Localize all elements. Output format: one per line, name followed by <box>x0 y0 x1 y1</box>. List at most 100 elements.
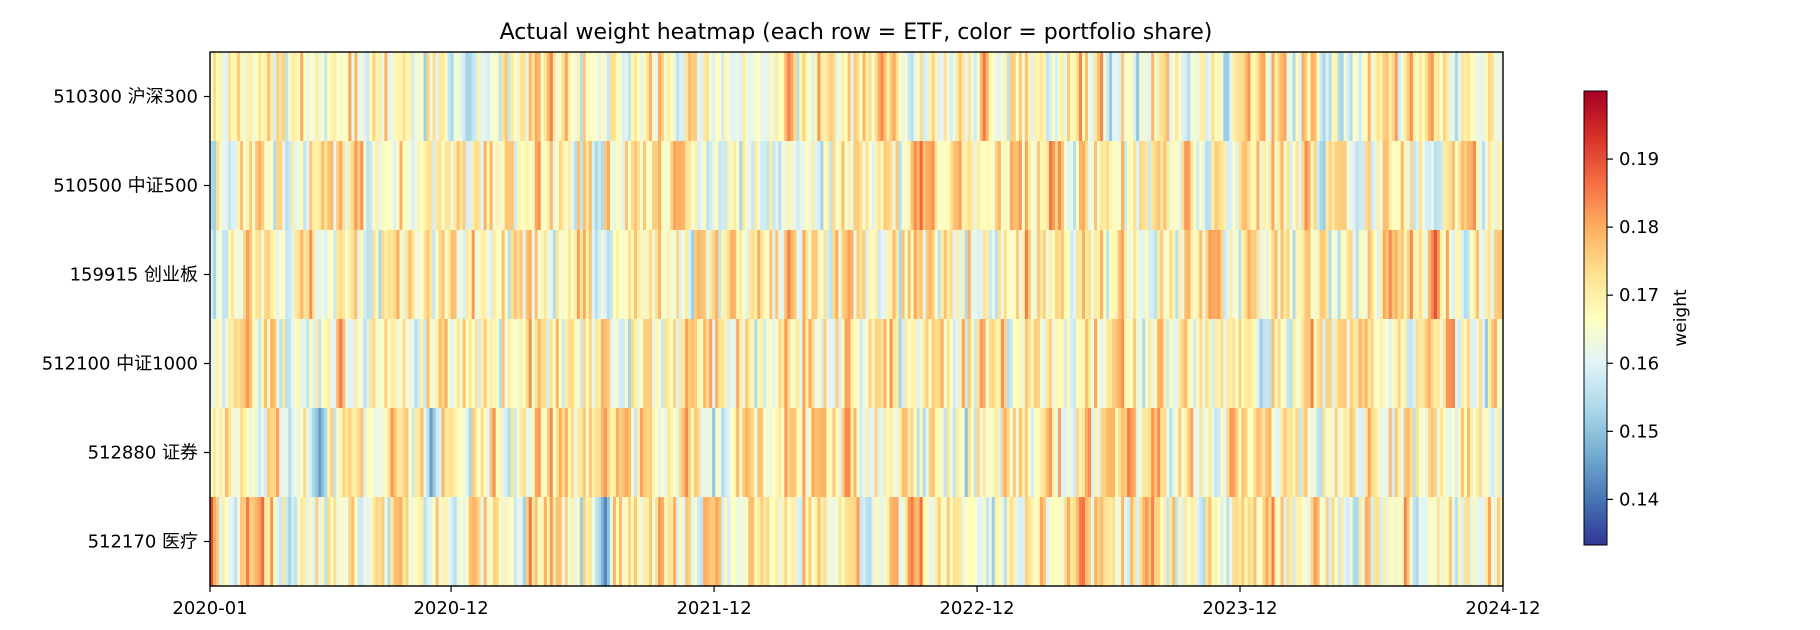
heatmap-cell <box>682 141 686 231</box>
heatmap-cell <box>1265 319 1270 409</box>
heatmap-cell <box>646 497 650 587</box>
heatmap-cell <box>886 408 891 498</box>
heatmap-cell <box>498 52 503 142</box>
heatmap-cell <box>778 408 782 498</box>
heatmap-cell <box>1331 408 1336 498</box>
heatmap-cell <box>1331 52 1336 142</box>
heatmap-cell <box>387 141 392 231</box>
heatmap-cell <box>396 408 401 498</box>
heatmap-cell <box>1442 141 1447 231</box>
heatmap-cell <box>1033 141 1038 231</box>
heatmap-cell <box>853 230 858 320</box>
heatmap-cell <box>237 497 241 587</box>
heatmap-cell <box>697 319 701 409</box>
heatmap-cell <box>309 52 313 142</box>
heatmap-cell <box>453 141 458 231</box>
heatmap-cell <box>1166 497 1170 587</box>
heatmap-cell <box>1268 408 1273 498</box>
heatmap-cell <box>1370 497 1375 587</box>
heatmap-cell <box>715 497 719 587</box>
heatmap-cell <box>943 408 948 498</box>
heatmap-cell <box>546 52 551 142</box>
heatmap-cell <box>841 141 846 231</box>
heatmap-cell <box>850 141 855 231</box>
heatmap-cell <box>279 52 283 142</box>
heatmap-cell <box>423 141 428 231</box>
heatmap-cell <box>594 408 599 498</box>
heatmap-cell <box>600 497 605 587</box>
heatmap-cell <box>618 230 623 320</box>
heatmap-cell <box>1280 141 1285 231</box>
heatmap-cell <box>883 319 888 409</box>
heatmap-cell <box>1097 497 1101 587</box>
heatmap-cell <box>1214 230 1218 320</box>
heatmap-cell <box>1289 141 1294 231</box>
heatmap-cell <box>456 319 461 409</box>
heatmap-cell <box>1394 230 1399 320</box>
heatmap-cell <box>877 408 882 498</box>
heatmap-cell <box>618 319 623 409</box>
heatmap-cell <box>745 230 749 320</box>
heatmap-cell <box>853 497 858 587</box>
heatmap-cell <box>808 408 812 498</box>
heatmap-cell <box>1460 408 1465 498</box>
heatmap-cell <box>588 52 593 142</box>
heatmap-cell <box>1427 497 1432 587</box>
heatmap-cell <box>643 319 647 409</box>
heatmap-cell <box>1051 141 1056 231</box>
heatmap-cell <box>399 230 404 320</box>
heatmap-cell <box>952 141 957 231</box>
heatmap-cell <box>1373 141 1378 231</box>
heatmap-cell <box>465 141 470 231</box>
heatmap-cell <box>667 497 671 587</box>
heatmap-cell <box>1109 141 1113 231</box>
heatmap-cell <box>931 319 936 409</box>
heatmap-cell <box>501 497 506 587</box>
heatmap-cell <box>285 497 289 587</box>
heatmap-cell <box>1190 319 1194 409</box>
heatmap-cell <box>793 497 797 587</box>
heatmap-cell <box>826 230 831 320</box>
heatmap-cell <box>1057 408 1062 498</box>
heatmap-cell <box>561 408 566 498</box>
heatmap-cell <box>243 52 247 142</box>
heatmap-cell <box>255 408 259 498</box>
heatmap-cell <box>1364 141 1369 231</box>
heatmap-cell <box>606 52 611 142</box>
heatmap-cell <box>1136 52 1140 142</box>
heatmap-cell <box>1085 52 1089 142</box>
heatmap-cell <box>1103 319 1107 409</box>
heatmap-cell <box>279 497 283 587</box>
heatmap-cell <box>1100 497 1104 587</box>
heatmap-cell <box>552 319 557 409</box>
heatmap-cell <box>748 141 752 231</box>
heatmap-cell <box>465 230 470 320</box>
heatmap-cell <box>438 52 443 142</box>
heatmap-cell <box>1015 141 1020 231</box>
heatmap-cell <box>1253 52 1258 142</box>
heatmap-cell <box>537 141 542 231</box>
heatmap-cell <box>597 141 602 231</box>
heatmap-cell <box>931 497 936 587</box>
heatmap-cell <box>727 230 731 320</box>
heatmap-cell <box>985 408 990 498</box>
heatmap-cell <box>658 497 662 587</box>
heatmap-cell <box>901 497 906 587</box>
heatmap-cell <box>246 408 250 498</box>
heatmap-cell <box>423 230 428 320</box>
heatmap-cell <box>1166 319 1170 409</box>
heatmap-cell <box>982 319 987 409</box>
heatmap-cell <box>1418 230 1423 320</box>
heatmap-cell <box>1397 52 1402 142</box>
heatmap-cell <box>270 319 274 409</box>
heatmap-cell <box>1229 141 1233 231</box>
heatmap-cell <box>1030 52 1035 142</box>
heatmap-cell <box>474 230 479 320</box>
heatmap-cell <box>910 497 915 587</box>
heatmap-cell <box>1148 141 1152 231</box>
heatmap-cell <box>552 408 557 498</box>
heatmap-cell <box>958 230 963 320</box>
heatmap-cell <box>649 141 653 231</box>
heatmap-cell <box>246 141 250 231</box>
heatmap-cell <box>351 52 355 142</box>
